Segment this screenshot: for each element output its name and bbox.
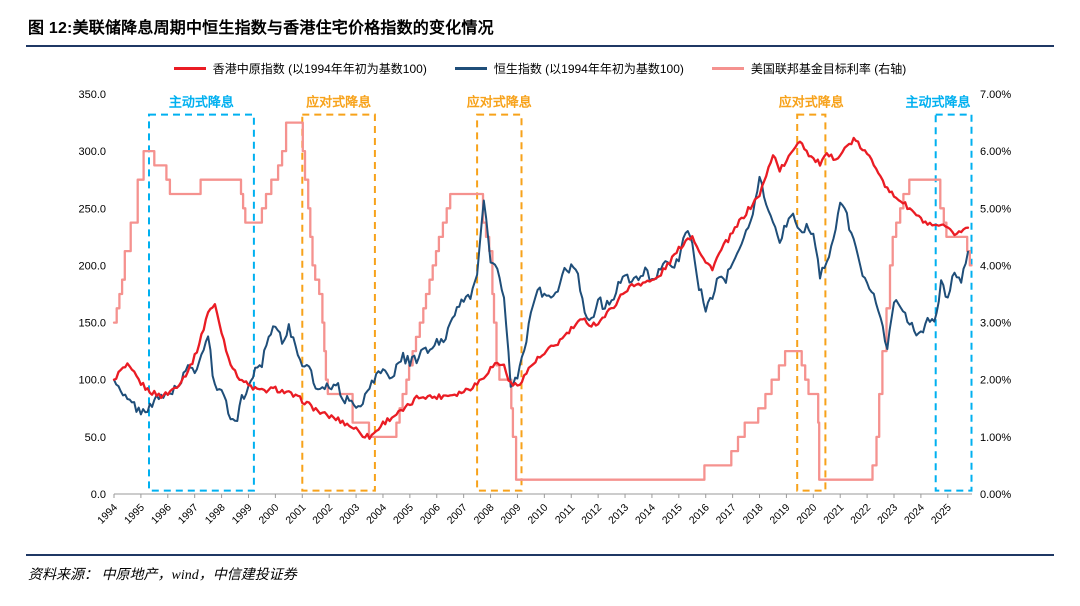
x-tick-label: 2019 [768, 502, 793, 527]
x-tick-label: 1998 [203, 502, 228, 527]
x-tick-label: 2002 [310, 502, 335, 527]
y-right-tick-label: 1.00% [980, 432, 1011, 444]
legend-swatch-icon [173, 67, 206, 70]
y-left-tick-label: 50.0 [85, 432, 106, 444]
legend-item-0: 香港中原指数 (以1994年年初为基数100) [173, 60, 427, 77]
y-right-tick-label: 6.00% [980, 146, 1011, 158]
y-right-tick-label: 4.00% [980, 260, 1011, 272]
top-divider [26, 45, 1054, 47]
chart-canvas: 0.0 50.0 100.0 150.0 200.0 250.0 300.0 350.0 0.0… [78, 89, 1011, 527]
y-right-tick-label: 5.00% [980, 203, 1011, 215]
chart-area: 0.0 50.0 100.0 150.0 200.0 250.0 300.0 350.0 0.0… [26, 78, 1054, 554]
rate-cut-labels: 主动式降息 应对式降息 应对式降息 应对式降息 主动式降息 [169, 95, 971, 110]
x-tick-label: 2014 [633, 502, 658, 527]
x-tick-label: 2006 [418, 502, 443, 527]
rate-cut-box-4 [934, 113, 973, 492]
x-tick-label: 2009 [499, 502, 524, 527]
chart-legend: 香港中原指数 (以1994年年初为基数100) 恒生指数 (以1994年年初为基数… [26, 60, 1054, 77]
x-tick-label: 2023 [875, 502, 900, 527]
x-tick-label: 2012 [579, 502, 604, 527]
x-tick-label: 2004 [364, 502, 389, 527]
legend-item-1: 恒生指数 (以1994年年初为基数100) [454, 60, 684, 77]
fed-funds-rate-line [112, 121, 973, 481]
x-tick-label: 2007 [445, 502, 470, 527]
x-tick-label: 2020 [794, 502, 819, 527]
y-left-tick-label: 100.0 [78, 375, 106, 387]
axes: 0.0 50.0 100.0 150.0 200.0 250.0 300.0 350.0 0.0… [78, 89, 1011, 527]
y-right-tick-label: 2.00% [980, 375, 1011, 387]
y-left-tick-label: 250.0 [78, 203, 106, 215]
x-tick-label: 2015 [660, 502, 685, 527]
hang-seng-index-line [113, 175, 969, 422]
rate-cut-box-2 [476, 113, 523, 492]
x-tick-label: 2011 [553, 502, 578, 527]
x-tick-label: 1999 [230, 502, 255, 527]
source-note: 资料来源： 中原地产，wind，中信建投证券 [28, 568, 297, 583]
rate-cut-label-1: 应对式降息 [306, 95, 371, 110]
series-lines [112, 121, 973, 481]
x-tick-label: 2022 [848, 502, 873, 527]
rate-cut-label-3: 应对式降息 [779, 95, 844, 110]
y-left-tick-label: 300.0 [78, 146, 106, 158]
rate-cut-boxes [148, 113, 973, 492]
x-tick-label: 2016 [687, 502, 712, 527]
bottom-divider [26, 554, 1054, 556]
x-tick-label: 2017 [714, 502, 739, 527]
legend-item-2: 美国联邦基金目标利率 (右轴) [711, 60, 907, 77]
x-tick-label: 2013 [606, 502, 631, 527]
rate-cut-box-3 [796, 113, 827, 492]
centaline-index-line [112, 136, 970, 440]
rate-cut-box-1 [301, 113, 376, 492]
x-tick-label: 2008 [472, 502, 497, 527]
rate-cut-label-2: 应对式降息 [467, 95, 532, 110]
rate-cut-label-0: 主动式降息 [169, 95, 234, 110]
x-tick-label: 2025 [929, 502, 954, 527]
x-tick-label: 1994 [95, 502, 120, 527]
x-tick-label: 2021 [821, 502, 846, 527]
y-right-tick-label: 7.00% [980, 89, 1011, 101]
y-left-tick-label: 0.0 [91, 489, 106, 501]
x-tick-label: 2003 [337, 502, 362, 527]
y-left-tick-label: 350.0 [78, 89, 106, 101]
rate-cut-box-0 [148, 113, 255, 492]
legend-label: 美国联邦基金目标利率 (右轴) [750, 62, 907, 76]
y-left-tick-label: 150.0 [78, 318, 106, 330]
y-left-tick-label: 200.0 [78, 260, 106, 272]
figure-title: 图 12:美联储降息周期中恒生指数与香港住宅价格指数的变化情况 [28, 20, 494, 37]
legend-swatch-icon [454, 67, 487, 70]
x-tick-label: 1997 [176, 502, 201, 527]
rate-cut-label-4: 主动式降息 [905, 95, 970, 110]
x-tick-label: 2010 [525, 502, 550, 527]
x-tick-label: 1995 [122, 502, 147, 527]
x-tick-label: 2018 [741, 502, 766, 527]
legend-swatch-icon [711, 67, 744, 70]
legend-label: 恒生指数 (以1994年年初为基数100) [493, 62, 684, 76]
legend-label: 香港中原指数 (以1994年年初为基数100) [212, 62, 427, 76]
x-tick-label: 2000 [256, 502, 281, 527]
x-tick-label: 1996 [149, 502, 174, 527]
x-tick-label: 2005 [391, 502, 416, 527]
y-right-tick-label: 0.00% [980, 489, 1011, 501]
x-tick-label: 2001 [283, 502, 308, 527]
x-tick-label: 2024 [902, 502, 927, 527]
y-right-tick-label: 3.00% [980, 318, 1011, 330]
